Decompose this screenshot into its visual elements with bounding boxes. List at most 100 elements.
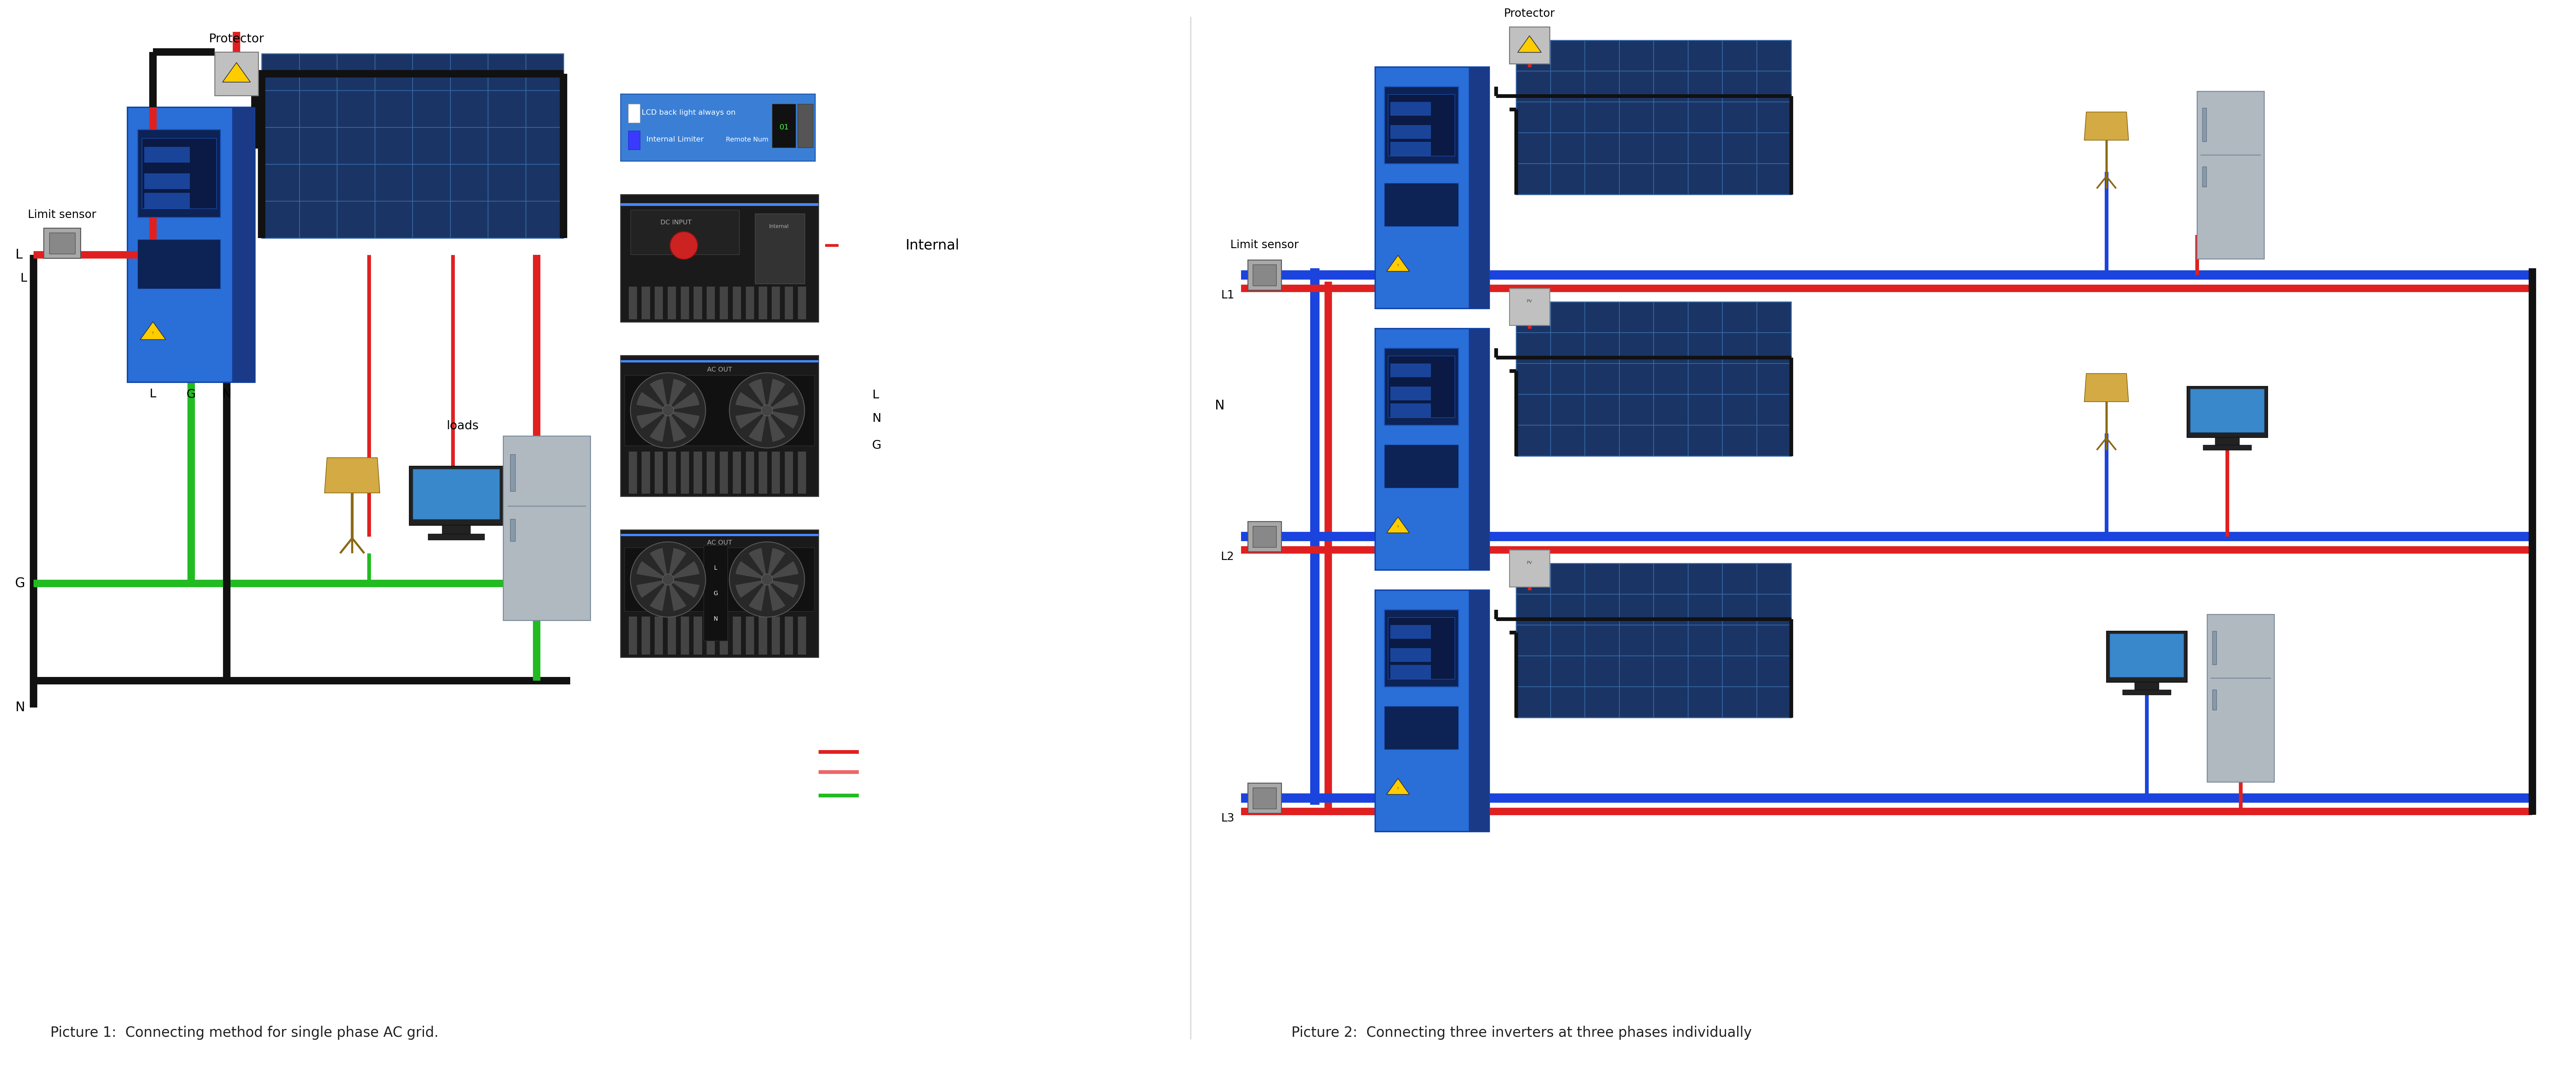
Bar [680, 616, 688, 655]
Text: 01: 01 [778, 124, 788, 131]
Bar [786, 286, 793, 320]
Bar [629, 104, 639, 122]
Text: Internal: Internal [770, 224, 788, 229]
Wedge shape [750, 548, 768, 579]
Bar [1383, 706, 1458, 749]
Bar [629, 286, 636, 320]
Text: L3: L3 [1221, 812, 1234, 824]
Bar [1391, 102, 1432, 116]
Bar [2213, 631, 2215, 664]
Wedge shape [649, 548, 667, 579]
Wedge shape [649, 379, 667, 410]
Bar [1391, 403, 1432, 417]
Wedge shape [737, 561, 768, 579]
Bar [144, 147, 191, 163]
Text: Limit sensor: Limit sensor [28, 209, 95, 220]
Bar [799, 451, 806, 494]
Wedge shape [667, 548, 685, 579]
Text: N: N [873, 413, 881, 424]
Bar [680, 286, 688, 320]
Bar [693, 451, 701, 494]
Wedge shape [636, 410, 667, 429]
Polygon shape [1517, 35, 1540, 53]
Bar [126, 107, 255, 382]
Polygon shape [222, 62, 250, 83]
Bar [2190, 388, 2264, 432]
Bar [629, 616, 636, 655]
Text: L: L [873, 389, 878, 400]
Text: PV: PV [1528, 38, 1533, 42]
Bar [654, 286, 662, 320]
Text: Limit sensor: Limit sensor [1231, 239, 1298, 250]
Text: N: N [222, 388, 232, 399]
Bar [799, 286, 806, 320]
Bar [654, 616, 662, 655]
Bar [44, 229, 80, 259]
Bar [232, 107, 255, 382]
Bar [621, 530, 819, 657]
Bar [757, 616, 768, 655]
Bar [1468, 328, 1489, 570]
Bar [773, 104, 796, 147]
Text: PV: PV [1528, 299, 1533, 304]
Bar [770, 286, 781, 320]
Bar [629, 131, 639, 149]
Bar [137, 239, 222, 289]
Bar [1376, 67, 1489, 309]
Bar [2187, 386, 2267, 438]
Wedge shape [667, 379, 685, 410]
Circle shape [662, 405, 675, 416]
Bar [1383, 609, 1458, 687]
Bar [1391, 624, 1432, 638]
Wedge shape [737, 410, 768, 429]
Bar [667, 286, 675, 320]
Bar [1391, 142, 1432, 156]
Bar [732, 616, 742, 655]
Text: AC OUT: AC OUT [706, 540, 732, 546]
Bar [1383, 182, 1458, 226]
Wedge shape [750, 379, 768, 410]
Bar [2123, 690, 2172, 695]
Bar [621, 194, 819, 322]
Text: L: L [15, 249, 23, 261]
Wedge shape [737, 392, 768, 410]
Text: PV: PV [1528, 560, 1533, 565]
Bar [1510, 27, 1551, 63]
Bar [667, 616, 675, 655]
Wedge shape [649, 410, 667, 442]
Bar [744, 286, 755, 320]
Bar [757, 286, 768, 320]
Text: Internal: Internal [907, 238, 958, 252]
Bar [263, 54, 564, 238]
Text: N: N [714, 616, 719, 622]
Polygon shape [325, 458, 379, 493]
Wedge shape [667, 410, 701, 429]
Bar [142, 138, 216, 208]
Bar [770, 616, 781, 655]
Text: N: N [15, 701, 26, 714]
Bar [1517, 563, 1790, 718]
Text: N: N [1213, 399, 1224, 412]
Bar [1388, 617, 1455, 679]
Wedge shape [768, 579, 799, 598]
Bar [144, 174, 191, 189]
Bar [641, 451, 649, 494]
Bar [1510, 289, 1551, 325]
Bar [1517, 40, 1790, 194]
Bar [510, 519, 515, 541]
Text: Remote Num: Remote Num [726, 136, 768, 143]
Bar [1376, 328, 1489, 570]
Wedge shape [768, 579, 786, 611]
Wedge shape [667, 392, 701, 410]
Text: G: G [714, 590, 719, 597]
Wedge shape [750, 579, 768, 611]
Bar [443, 525, 471, 534]
Bar [137, 129, 222, 217]
Polygon shape [1386, 517, 1409, 533]
Circle shape [631, 372, 706, 447]
Bar [641, 286, 649, 320]
Bar [2213, 690, 2215, 710]
Bar [1391, 364, 1432, 378]
Bar [680, 451, 688, 494]
Bar [49, 233, 75, 253]
